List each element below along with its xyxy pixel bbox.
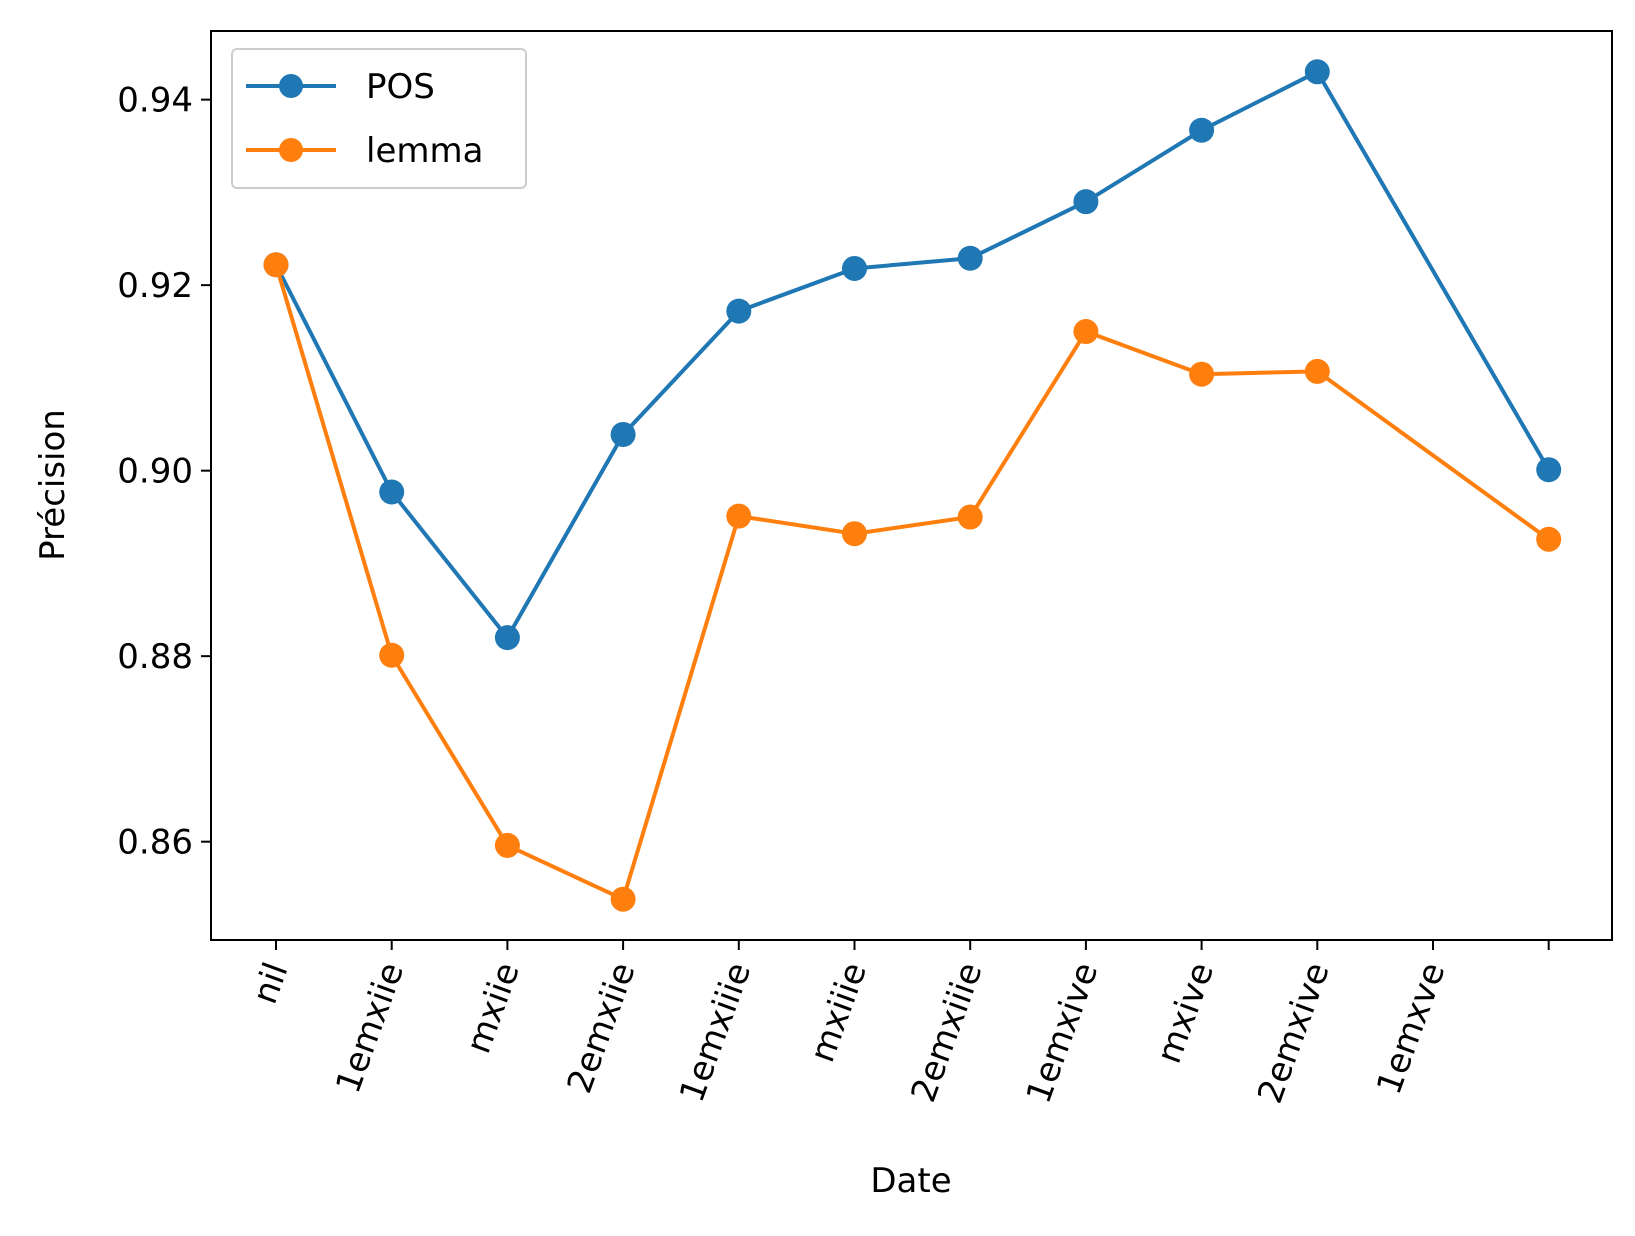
y-axis-ticks: 0.86 0.88 0.90 0.92 0.94 — [117, 81, 211, 863]
data-point-pos — [379, 479, 405, 505]
data-point-pos — [1304, 59, 1330, 85]
data-point-lemma — [842, 521, 867, 547]
data-point-lemma — [1073, 319, 1099, 345]
legend: POS lemma — [231, 48, 527, 189]
data-point-lemma — [1189, 361, 1215, 387]
data-point-pos — [957, 245, 983, 271]
data-point-pos — [842, 255, 867, 281]
data-point-pos — [610, 421, 636, 447]
data-point-lemma — [494, 832, 520, 858]
data-point-lemma — [610, 886, 636, 912]
y-tick-label: 0.92 — [117, 266, 193, 306]
legend-box — [231, 48, 527, 189]
data-point-lemma — [1304, 358, 1330, 384]
data-point-pos — [494, 625, 520, 651]
y-axis-label: Précision — [33, 409, 73, 561]
data-point-lemma — [957, 504, 983, 530]
legend-label-lemma: lemma — [366, 131, 483, 171]
legend-label-pos: POS — [366, 67, 435, 107]
y-tick-label: 0.94 — [117, 81, 193, 121]
series-layer — [263, 59, 1562, 912]
data-point-pos — [1073, 189, 1099, 215]
data-point-lemma — [726, 503, 752, 529]
y-tick-label: 0.88 — [117, 637, 193, 677]
data-point-lemma — [379, 642, 405, 668]
y-tick-label: 0.90 — [117, 452, 193, 492]
data-point-lemma — [1536, 526, 1562, 552]
x-axis-label: Date — [870, 1161, 951, 1201]
data-point-pos — [1536, 457, 1562, 483]
y-tick-label: 0.86 — [117, 823, 193, 863]
legend-marker-lemma — [279, 138, 303, 162]
data-point-pos — [726, 298, 752, 324]
legend-marker-pos — [279, 74, 303, 98]
plot-frame — [210, 30, 1613, 941]
data-point-lemma — [263, 252, 289, 278]
data-point-pos — [1189, 117, 1215, 143]
